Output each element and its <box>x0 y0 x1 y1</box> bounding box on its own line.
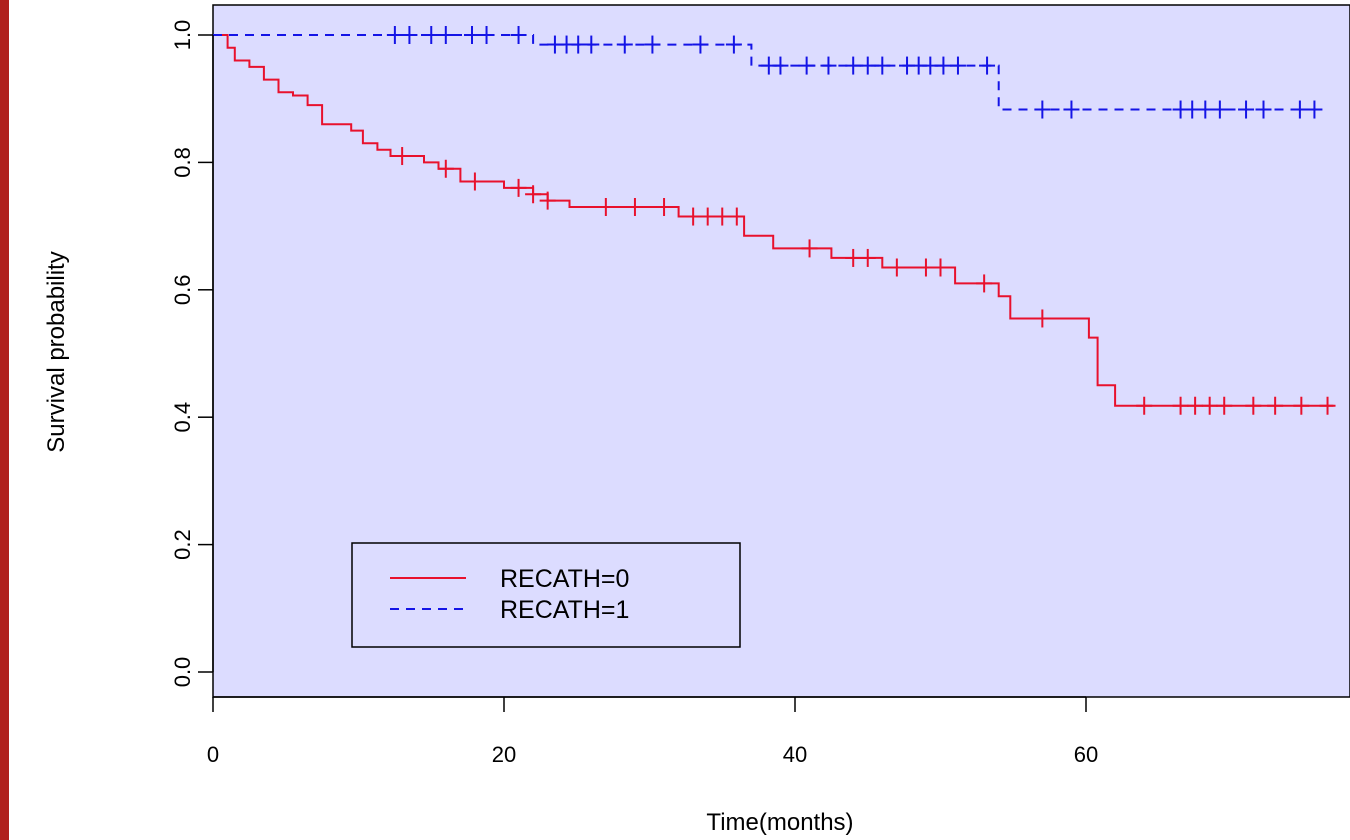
censor-mark-recath-1 <box>725 35 742 54</box>
y-axis-title: Survival probability <box>43 251 70 452</box>
censor-mark-recath-1 <box>798 56 815 75</box>
censor-mark-recath-0 <box>917 258 934 277</box>
left-accent-bar <box>0 0 9 840</box>
censor-mark-recath-1 <box>859 56 876 75</box>
censor-mark-recath-1 <box>820 56 837 75</box>
censor-mark-recath-1 <box>1211 100 1228 119</box>
censor-mark-recath-1 <box>874 56 891 75</box>
censor-mark-recath-1 <box>845 56 862 75</box>
censor-mark-recath-1 <box>437 26 454 44</box>
x-tick-label: 40 <box>783 742 807 767</box>
censor-mark-recath-0 <box>714 207 731 226</box>
censor-mark-recath-0 <box>932 258 949 277</box>
censor-mark-recath-0 <box>976 274 993 293</box>
censor-mark-recath-1 <box>979 56 996 75</box>
censor-mark-recath-0 <box>1136 396 1153 415</box>
censor-mark-recath-0 <box>466 172 483 191</box>
y-tick-label: 0.0 <box>170 657 195 688</box>
censor-mark-recath-1 <box>401 26 418 44</box>
series-layer <box>213 26 1336 415</box>
censor-mark-recath-0 <box>1172 396 1189 415</box>
censor-mark-recath-0 <box>1216 396 1233 415</box>
censor-mark-recath-0 <box>510 178 527 197</box>
censor-mark-recath-0 <box>728 207 745 226</box>
censor-mark-recath-1 <box>935 56 952 75</box>
y-tick-label: 0.8 <box>170 147 195 178</box>
legend-label-recath-1: RECATH=1 <box>500 596 629 624</box>
censor-mark-recath-0 <box>888 258 905 277</box>
y-tick-label: 0.4 <box>170 402 195 433</box>
x-tick-label: 60 <box>1074 742 1098 767</box>
censor-mark-recath-1 <box>949 56 966 75</box>
censor-mark-recath-0 <box>539 191 556 210</box>
censor-mark-recath-0 <box>845 248 862 267</box>
censor-mark-recath-0 <box>626 197 643 216</box>
censor-mark-recath-1 <box>463 26 480 44</box>
censor-mark-recath-1 <box>583 35 600 54</box>
axes-layer: 0.0 0.2 0.4 0.6 0.8 1.0 0 20 40 60 <box>170 20 1098 767</box>
censor-mark-recath-0 <box>801 239 818 258</box>
series-line-recath-1 <box>213 34 1319 111</box>
censor-mark-recath-1 <box>1197 100 1214 119</box>
censor-mark-recath-0 <box>1201 396 1218 415</box>
censor-mark-recath-0 <box>656 197 673 216</box>
y-tick-label: 0.2 <box>170 529 195 560</box>
censor-mark-recath-0 <box>1293 396 1310 415</box>
censor-mark-recath-1 <box>386 26 403 44</box>
censor-mark-recath-1 <box>1255 100 1272 119</box>
censor-mark-recath-0 <box>1245 396 1262 415</box>
censor-mark-recath-0 <box>1034 309 1051 328</box>
censor-mark-recath-1 <box>423 26 440 44</box>
censor-mark-recath-1 <box>692 35 709 54</box>
legend-label-recath-0: RECATH=0 <box>500 565 629 593</box>
censor-mark-recath-1 <box>510 26 527 44</box>
censor-mark-recath-0 <box>685 207 702 226</box>
censor-mark-recath-1 <box>478 26 495 44</box>
legend: RECATH=0 RECATH=1 <box>351 542 741 648</box>
censor-mark-recath-1 <box>772 56 789 75</box>
censor-mark-recath-0 <box>1319 396 1336 415</box>
censor-mark-recath-0 <box>1187 396 1204 415</box>
censor-mark-recath-1 <box>1034 100 1051 119</box>
censor-mark-recath-0 <box>699 207 716 226</box>
censor-mark-recath-0 <box>394 147 411 166</box>
x-axis-title: Time(months) <box>706 809 853 836</box>
censor-mark-recath-0 <box>525 185 542 204</box>
censor-mark-recath-1 <box>1291 100 1308 119</box>
censor-mark-recath-1 <box>1306 100 1323 119</box>
censor-mark-recath-1 <box>616 35 633 54</box>
censor-mark-recath-0 <box>437 159 454 178</box>
censor-mark-recath-1 <box>1063 100 1080 119</box>
legend-box <box>351 542 741 648</box>
censor-mark-recath-0 <box>1267 396 1284 415</box>
censor-mark-recath-1 <box>1238 100 1255 119</box>
censor-mark-recath-0 <box>597 197 614 216</box>
x-tick-label: 0 <box>207 742 219 767</box>
censor-mark-recath-1 <box>644 35 661 54</box>
x-tick-label: 20 <box>492 742 516 767</box>
censor-mark-recath-0 <box>859 248 876 267</box>
y-tick-label: 0.6 <box>170 275 195 306</box>
y-tick-label: 1.0 <box>170 20 195 51</box>
